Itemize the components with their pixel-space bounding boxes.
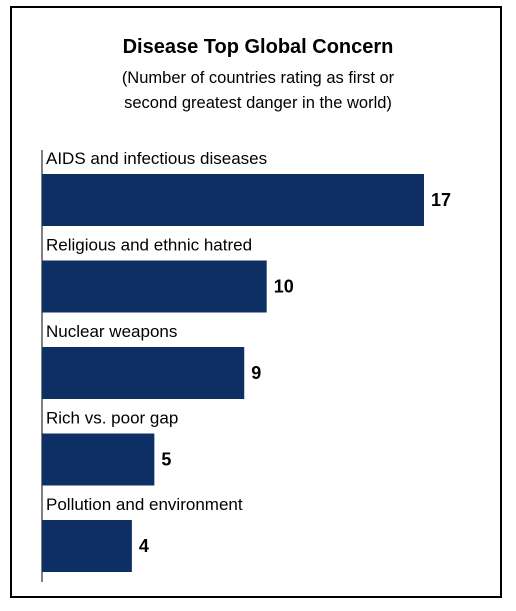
category-label: AIDS and infectious diseases [46,149,267,168]
value-label: 9 [251,363,261,383]
category-label: Religious and ethnic hatred [46,236,252,255]
bar [42,520,132,572]
bar [42,260,267,313]
chart-title: Disease Top Global Concern [122,36,394,58]
chart-subtitle-line-1: (Number of countries rating as first or [121,69,395,87]
bar [42,433,155,486]
bar [42,347,245,399]
value-label: 10 [274,277,294,297]
category-label: Rich vs. poor gap [46,409,178,428]
value-label: 5 [161,450,171,470]
chart-subtitle-line-2: second greatest danger in the world) [124,94,392,112]
value-label: 17 [431,190,451,210]
bar [42,174,424,226]
chart-subtitle: (Number of countries rating as first or … [0,66,516,116]
category-label: Pollution and environment [46,495,243,514]
value-label: 4 [139,536,149,556]
category-label: Nuclear weapons [46,322,177,341]
